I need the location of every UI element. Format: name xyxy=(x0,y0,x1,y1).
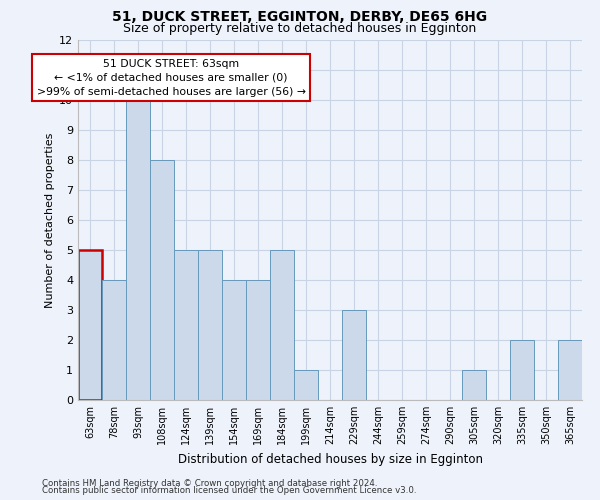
Bar xyxy=(294,370,318,400)
Bar xyxy=(78,250,102,400)
Text: 51, DUCK STREET, EGGINTON, DERBY, DE65 6HG: 51, DUCK STREET, EGGINTON, DERBY, DE65 6… xyxy=(112,10,488,24)
X-axis label: Distribution of detached houses by size in Egginton: Distribution of detached houses by size … xyxy=(178,452,482,466)
Text: Contains HM Land Registry data © Crown copyright and database right 2024.: Contains HM Land Registry data © Crown c… xyxy=(42,478,377,488)
Bar xyxy=(174,250,198,400)
Y-axis label: Number of detached properties: Number of detached properties xyxy=(45,132,55,308)
Bar xyxy=(150,160,174,400)
Text: 51 DUCK STREET: 63sqm
← <1% of detached houses are smaller (0)
>99% of semi-deta: 51 DUCK STREET: 63sqm ← <1% of detached … xyxy=(37,59,306,97)
Bar xyxy=(198,250,222,400)
Text: Size of property relative to detached houses in Egginton: Size of property relative to detached ho… xyxy=(124,22,476,35)
Bar xyxy=(462,370,486,400)
Bar xyxy=(342,310,366,400)
Bar xyxy=(102,280,126,400)
Bar xyxy=(222,280,246,400)
Bar xyxy=(126,100,150,400)
Bar xyxy=(270,250,294,400)
Bar xyxy=(246,280,270,400)
Bar xyxy=(510,340,534,400)
Text: Contains public sector information licensed under the Open Government Licence v3: Contains public sector information licen… xyxy=(42,486,416,495)
Bar xyxy=(558,340,582,400)
